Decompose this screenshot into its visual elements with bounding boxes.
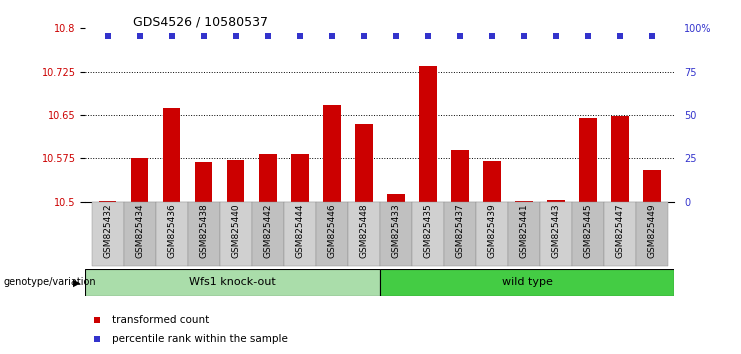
Point — [390, 33, 402, 39]
Text: GSM825440: GSM825440 — [231, 204, 240, 258]
Bar — [99, 201, 116, 202]
Text: GSM825437: GSM825437 — [455, 204, 465, 258]
Text: GSM825441: GSM825441 — [519, 204, 528, 258]
Bar — [284, 202, 316, 266]
Bar — [508, 202, 540, 266]
Text: GSM825436: GSM825436 — [167, 204, 176, 258]
Text: GSM825449: GSM825449 — [648, 204, 657, 258]
Bar — [195, 162, 213, 202]
Bar — [291, 154, 308, 202]
Bar — [316, 202, 348, 266]
Bar — [252, 202, 284, 266]
Bar — [227, 160, 245, 202]
Bar — [476, 202, 508, 266]
Bar — [451, 150, 468, 202]
Point — [486, 33, 498, 39]
Bar — [540, 202, 572, 266]
Bar — [355, 124, 373, 202]
Bar — [483, 161, 501, 202]
Text: GSM825432: GSM825432 — [103, 204, 112, 258]
Bar — [163, 108, 181, 202]
Bar — [92, 202, 124, 266]
Bar — [611, 116, 628, 202]
Bar — [323, 105, 341, 202]
Bar — [380, 202, 412, 266]
Text: GSM825435: GSM825435 — [423, 204, 432, 258]
Bar — [579, 118, 597, 202]
Point — [262, 33, 273, 39]
Point — [582, 33, 594, 39]
Text: GSM825433: GSM825433 — [391, 204, 400, 258]
Bar — [387, 194, 405, 202]
Bar — [85, 269, 380, 296]
Bar — [572, 202, 604, 266]
Bar — [348, 202, 380, 266]
Bar — [156, 202, 187, 266]
Bar — [124, 202, 156, 266]
Bar — [643, 170, 661, 202]
Text: genotype/variation: genotype/variation — [4, 277, 96, 287]
Point — [166, 33, 178, 39]
Point — [198, 33, 210, 39]
Text: GSM825442: GSM825442 — [263, 204, 272, 258]
Point — [358, 33, 370, 39]
Text: GSM825443: GSM825443 — [551, 204, 560, 258]
Bar — [131, 158, 148, 202]
Bar — [444, 202, 476, 266]
Bar — [604, 202, 636, 266]
Bar — [187, 202, 219, 266]
Point — [326, 33, 338, 39]
Bar — [380, 269, 674, 296]
Text: GSM825438: GSM825438 — [199, 204, 208, 258]
Text: Wfs1 knock-out: Wfs1 knock-out — [189, 277, 276, 287]
Point — [102, 33, 113, 39]
Bar — [515, 201, 533, 202]
Bar — [547, 200, 565, 202]
Text: GSM825445: GSM825445 — [583, 204, 592, 258]
Point — [230, 33, 242, 39]
Text: GSM825434: GSM825434 — [135, 204, 144, 258]
Text: GDS4526 / 10580537: GDS4526 / 10580537 — [133, 16, 268, 29]
Text: transformed count: transformed count — [112, 315, 209, 325]
Point — [518, 33, 530, 39]
Bar — [219, 202, 252, 266]
Point — [422, 33, 433, 39]
Bar — [636, 202, 668, 266]
Text: ▶: ▶ — [73, 277, 80, 287]
Point — [454, 33, 466, 39]
Point — [133, 33, 145, 39]
Point — [293, 33, 305, 39]
Text: percentile rank within the sample: percentile rank within the sample — [112, 334, 288, 344]
Point — [646, 33, 658, 39]
Bar — [419, 66, 436, 202]
Bar — [259, 154, 276, 202]
Point — [550, 33, 562, 39]
Point — [614, 33, 626, 39]
Text: GSM825439: GSM825439 — [488, 204, 496, 258]
Text: GSM825448: GSM825448 — [359, 204, 368, 258]
Text: wild type: wild type — [502, 277, 553, 287]
Bar — [412, 202, 444, 266]
Text: GSM825447: GSM825447 — [615, 204, 625, 258]
Text: GSM825446: GSM825446 — [328, 204, 336, 258]
Text: GSM825444: GSM825444 — [295, 204, 305, 258]
